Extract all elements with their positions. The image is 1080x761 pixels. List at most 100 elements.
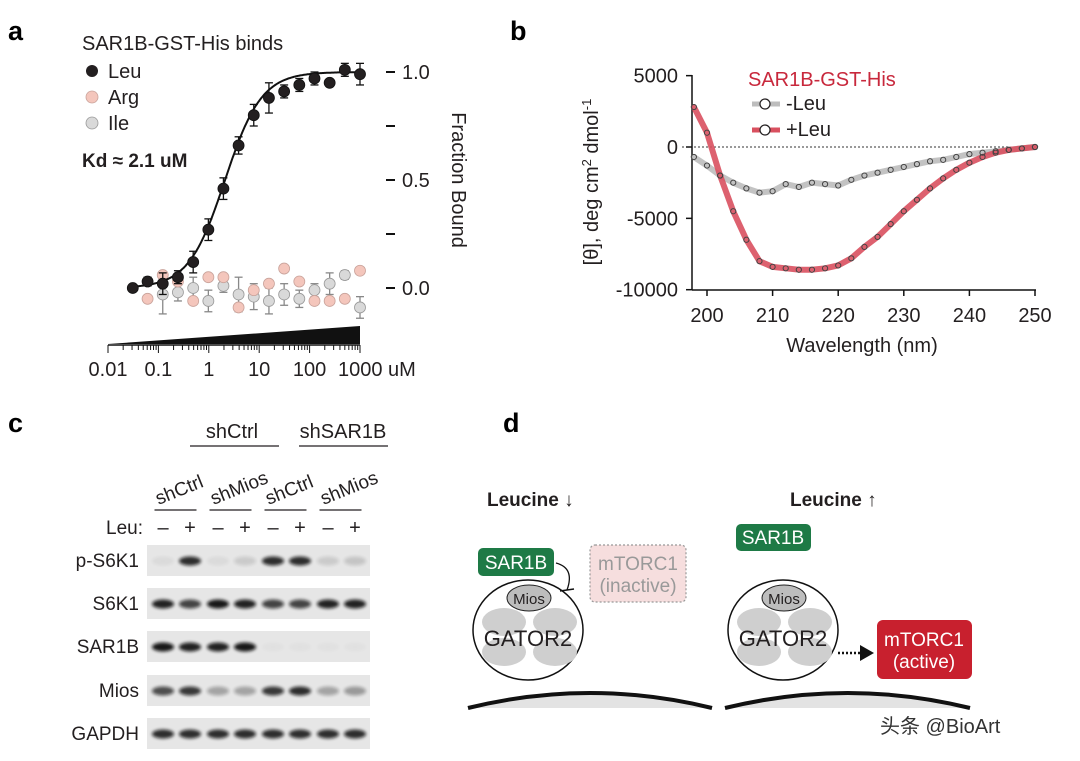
data-point-arg bbox=[308, 295, 321, 307]
data-point-plus-leu bbox=[848, 255, 855, 262]
y-tick-label: 1.0 bbox=[402, 62, 430, 84]
gator2-subunit bbox=[482, 638, 526, 666]
data-point-minus-leu bbox=[861, 172, 868, 179]
legend-a: Leu Arg Ile bbox=[85, 61, 141, 135]
blot-row-label: GAPDH bbox=[71, 724, 139, 745]
blot-band bbox=[344, 686, 366, 696]
legend-marker-plus-leu bbox=[759, 124, 771, 136]
data-point-ile bbox=[293, 292, 306, 305]
data-point-minus-leu bbox=[703, 162, 711, 169]
data-point-plus-leu bbox=[835, 262, 842, 269]
blot-band bbox=[234, 729, 256, 739]
leu-state: + bbox=[349, 517, 361, 539]
data-point-plus-leu bbox=[782, 265, 789, 272]
subgroup-label: shMios bbox=[318, 468, 382, 510]
inhibition-bar bbox=[559, 588, 575, 592]
data-point-leu bbox=[141, 275, 154, 288]
x-tick-label: 220 bbox=[822, 305, 855, 327]
inhibition-arrow bbox=[555, 562, 570, 591]
data-point-plus-leu bbox=[821, 265, 829, 272]
data-point-minus-leu bbox=[795, 183, 802, 191]
leu-state: – bbox=[212, 517, 224, 539]
blot-band bbox=[344, 643, 366, 652]
diagram-leucine-high: Leucine ↑ Mios GATOR2 SAR1B mTORC1 (acti… bbox=[724, 490, 972, 710]
blot-band bbox=[152, 556, 174, 566]
leu-label: Leu: bbox=[106, 518, 143, 539]
panel-d: d Leucine ↓ Mios GATOR2 SAR1B mTORC1 (in… bbox=[467, 408, 1001, 738]
data-point-plus-leu bbox=[913, 196, 921, 203]
panel-b: b 5000 0 -5000 -10000 200 210 220 230 240 250 [θ]… bbox=[510, 16, 1052, 357]
gator2-subunit bbox=[482, 608, 526, 636]
y-tick-label: 5000 bbox=[634, 66, 679, 88]
data-point-ile bbox=[354, 301, 366, 314]
data-point-minus-leu bbox=[874, 169, 881, 176]
data-point-arg bbox=[354, 264, 366, 277]
x-axis-title-b: Wavelength (nm) bbox=[786, 335, 938, 357]
data-point-minus-leu bbox=[743, 185, 750, 192]
data-point-leu bbox=[278, 85, 291, 98]
data-point-minus-leu bbox=[821, 181, 829, 188]
data-point-ile bbox=[323, 277, 336, 290]
data-point-minus-leu bbox=[769, 188, 776, 195]
data-point-arg bbox=[247, 284, 260, 297]
blot-band bbox=[152, 642, 174, 652]
membrane-line bbox=[467, 691, 713, 710]
blot-band bbox=[179, 556, 201, 566]
data-point-leu bbox=[323, 76, 336, 89]
data-point-plus-leu bbox=[953, 166, 960, 173]
blot-band bbox=[262, 686, 284, 696]
data-point-arg bbox=[202, 271, 215, 284]
sar1b-box bbox=[736, 524, 811, 551]
data-point-arg bbox=[141, 292, 154, 305]
subgroup-label: shCtrl bbox=[153, 472, 207, 510]
y-tick-label: 0 bbox=[667, 137, 678, 159]
data-point-ile bbox=[263, 295, 275, 307]
data-point-plus-leu bbox=[756, 258, 763, 265]
mios-subunit bbox=[761, 584, 807, 612]
membrane-line bbox=[724, 691, 971, 710]
data-point-plus-leu bbox=[1018, 145, 1025, 152]
data-point-leu bbox=[232, 139, 245, 152]
fit-curve-leu bbox=[131, 71, 360, 288]
data-point-plus-leu bbox=[992, 149, 999, 156]
leu-state: + bbox=[239, 517, 251, 539]
blot-band bbox=[179, 642, 201, 652]
data-point-arg bbox=[232, 301, 245, 314]
data-point-plus-leu bbox=[1031, 143, 1039, 151]
legend-marker-minus-leu bbox=[759, 98, 771, 110]
blot-band bbox=[317, 599, 339, 609]
data-point-plus-leu bbox=[966, 159, 973, 166]
blot-band bbox=[344, 556, 366, 566]
data-point-minus-leu bbox=[926, 158, 934, 165]
data-point-minus-leu bbox=[835, 182, 842, 189]
group-label-shctrl: shCtrl bbox=[206, 421, 258, 443]
gator2-subunit bbox=[788, 638, 832, 666]
y-tick-label: 0.5 bbox=[402, 170, 430, 192]
sar1b-box bbox=[478, 548, 554, 576]
blot-band bbox=[289, 643, 311, 652]
data-point-ile bbox=[172, 286, 184, 299]
data-point-minus-leu bbox=[808, 179, 816, 186]
blot-band bbox=[207, 599, 229, 609]
activation-arrowhead bbox=[860, 645, 874, 661]
mtorc1-inactive-box bbox=[589, 544, 687, 603]
gator2-label: GATOR2 bbox=[484, 626, 572, 651]
subgroup-label: shCtrl bbox=[263, 472, 317, 510]
data-point-plus-leu bbox=[926, 185, 934, 192]
x-tick-label: 1 bbox=[203, 359, 214, 381]
blot-band bbox=[207, 686, 229, 696]
data-point-plus-leu bbox=[795, 266, 802, 273]
data-point-minus-leu bbox=[900, 163, 907, 171]
mtorc1-active-box bbox=[877, 620, 972, 679]
data-point-arg bbox=[338, 292, 351, 305]
blot-band bbox=[344, 599, 366, 609]
data-point-leu bbox=[354, 68, 366, 81]
watermark: 头条 @BioArt bbox=[880, 715, 1001, 738]
data-point-minus-leu bbox=[887, 166, 894, 173]
data-point-ile bbox=[338, 269, 351, 281]
x-tick-label: 1000 uM bbox=[338, 359, 416, 381]
data-point-minus-leu bbox=[782, 181, 789, 188]
data-point-plus-leu bbox=[887, 220, 894, 228]
marks-a bbox=[126, 62, 366, 319]
legend-label-plus-leu: +Leu bbox=[786, 119, 831, 141]
